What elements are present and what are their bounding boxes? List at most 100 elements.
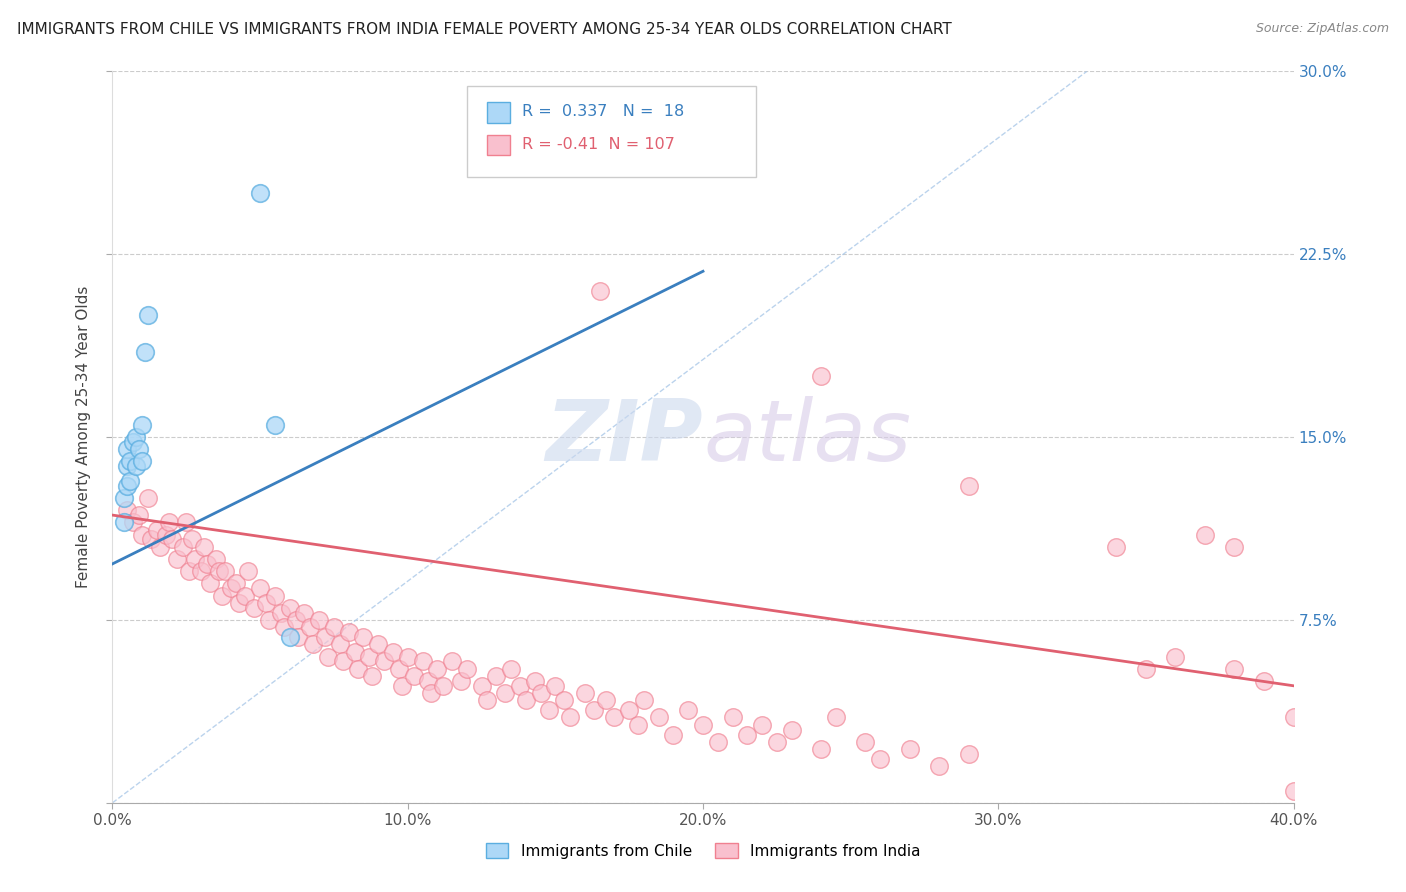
Point xyxy=(198,576,221,591)
Legend: Immigrants from Chile, Immigrants from India: Immigrants from Chile, Immigrants from I… xyxy=(479,837,927,864)
Point xyxy=(254,596,277,610)
Point xyxy=(181,533,204,547)
Point xyxy=(824,710,846,724)
Point xyxy=(139,533,162,547)
Point xyxy=(299,620,322,634)
Point xyxy=(692,718,714,732)
Point xyxy=(219,581,242,595)
Point xyxy=(766,735,789,749)
Point xyxy=(157,516,180,530)
Point xyxy=(501,662,523,676)
Point xyxy=(367,637,389,651)
Point xyxy=(359,649,381,664)
Point xyxy=(523,673,546,688)
Point xyxy=(382,645,405,659)
Point xyxy=(1135,662,1157,676)
Text: R =  0.337   N =  18: R = 0.337 N = 18 xyxy=(522,104,685,120)
Point xyxy=(136,308,159,322)
Point xyxy=(117,459,138,474)
Point xyxy=(149,540,172,554)
Point xyxy=(284,613,307,627)
Point xyxy=(494,686,516,700)
Point xyxy=(361,669,384,683)
Point xyxy=(332,654,354,668)
Point xyxy=(418,673,440,688)
Point xyxy=(249,186,271,201)
Point xyxy=(1223,662,1246,676)
Point xyxy=(678,703,700,717)
Point xyxy=(190,564,212,578)
Point xyxy=(117,442,138,457)
Bar xyxy=(486,135,510,155)
Point xyxy=(125,459,148,474)
Point xyxy=(193,540,215,554)
Point xyxy=(257,613,280,627)
Point xyxy=(662,727,685,741)
Point xyxy=(737,727,759,741)
Point xyxy=(211,589,233,603)
Point xyxy=(270,606,292,620)
Point xyxy=(957,479,980,493)
Point xyxy=(131,527,153,541)
Bar xyxy=(486,102,510,122)
Point xyxy=(1164,649,1187,664)
Point xyxy=(558,710,582,724)
Point xyxy=(125,430,148,444)
Point xyxy=(477,693,499,707)
Point xyxy=(869,752,891,766)
Point xyxy=(117,479,138,493)
Point xyxy=(373,654,395,668)
Point xyxy=(166,552,188,566)
Point xyxy=(1282,710,1305,724)
Point xyxy=(420,686,443,700)
Point xyxy=(553,693,575,707)
Point xyxy=(588,284,610,298)
Text: atlas: atlas xyxy=(703,395,911,479)
Point xyxy=(302,637,325,651)
Point xyxy=(1105,540,1128,554)
Point xyxy=(450,673,472,688)
Point xyxy=(243,600,266,615)
Point xyxy=(396,649,419,664)
Point xyxy=(287,630,309,644)
Point xyxy=(337,625,360,640)
Point xyxy=(117,503,138,517)
Point xyxy=(855,735,877,749)
Point xyxy=(249,581,271,595)
Point xyxy=(184,552,207,566)
Y-axis label: Female Poverty Among 25-34 Year Olds: Female Poverty Among 25-34 Year Olds xyxy=(76,286,91,588)
Point xyxy=(509,679,531,693)
Point xyxy=(278,630,301,644)
Point xyxy=(619,703,641,717)
Point xyxy=(898,742,921,756)
Point xyxy=(957,747,980,761)
Point xyxy=(751,718,773,732)
Text: Source: ZipAtlas.com: Source: ZipAtlas.com xyxy=(1256,22,1389,36)
Point xyxy=(1282,783,1305,797)
Point xyxy=(706,735,728,749)
Point xyxy=(1223,540,1246,554)
Point xyxy=(264,589,287,603)
Point xyxy=(343,645,366,659)
Point xyxy=(411,654,433,668)
Point xyxy=(316,649,339,664)
Point xyxy=(214,564,236,578)
Point xyxy=(131,417,153,432)
Point xyxy=(120,454,142,468)
Text: IMMIGRANTS FROM CHILE VS IMMIGRANTS FROM INDIA FEMALE POVERTY AMONG 25-34 YEAR O: IMMIGRANTS FROM CHILE VS IMMIGRANTS FROM… xyxy=(17,22,952,37)
Point xyxy=(160,533,183,547)
Point xyxy=(1253,673,1275,688)
Point xyxy=(810,369,832,384)
Point xyxy=(456,662,478,676)
Point xyxy=(582,703,605,717)
FancyBboxPatch shape xyxy=(467,86,756,178)
Point xyxy=(136,491,159,505)
Text: ZIP: ZIP xyxy=(546,395,703,479)
Point xyxy=(485,669,508,683)
Point xyxy=(308,613,330,627)
Point xyxy=(122,434,145,449)
Point xyxy=(278,600,301,615)
Point xyxy=(174,516,197,530)
Point xyxy=(780,723,803,737)
Point xyxy=(172,540,194,554)
